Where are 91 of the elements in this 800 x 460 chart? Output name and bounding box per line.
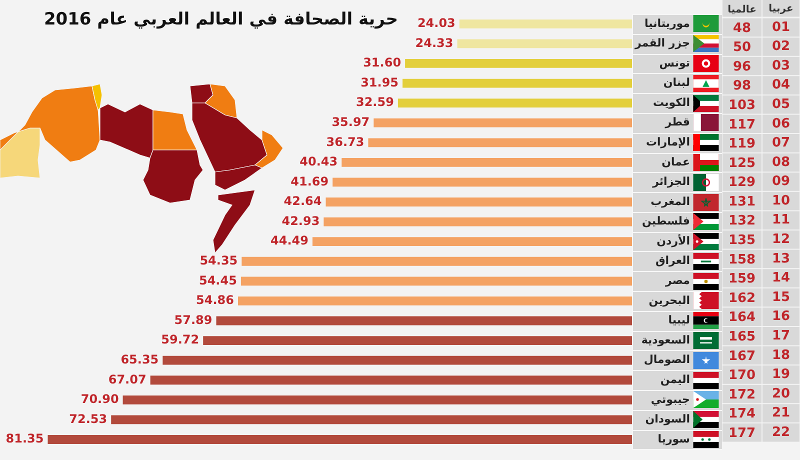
y-tick-label: 12 <box>772 232 790 248</box>
y-tick-label: الكويت <box>653 96 690 109</box>
y-tick-label: جزر القمر <box>634 36 690 50</box>
y-tick-label: العراق <box>655 254 690 268</box>
y-tick-label: 02 <box>772 39 790 54</box>
data-label: 70.90 <box>80 392 119 406</box>
data-label: 57.89 <box>174 312 212 327</box>
data-label: 125 <box>728 156 756 171</box>
data-label: 174 <box>728 406 756 422</box>
data-label: 158 <box>728 252 756 268</box>
data-label: 35.97 <box>332 114 370 129</box>
data-label: 42.93 <box>282 214 320 228</box>
y-tick-label: فلسطين <box>642 214 690 228</box>
data-label: 131 <box>728 194 756 210</box>
y-axis-title: عربيا <box>768 3 794 14</box>
y-tick-label: 18 <box>772 348 790 363</box>
data-label: 36.73 <box>326 134 364 149</box>
y-tick-label: 10 <box>772 193 790 208</box>
data-label: 162 <box>728 290 756 306</box>
y-tick-label: سوريا <box>658 432 690 446</box>
y-tick-label: 19 <box>772 367 790 382</box>
data-label: 41.69 <box>290 174 329 188</box>
y-tick-label: مصر <box>664 274 690 288</box>
data-label: 117 <box>728 117 756 132</box>
y-tick-label: 17 <box>772 328 790 344</box>
y-tick-label: 07 <box>772 136 790 151</box>
data-label: 44.49 <box>270 234 308 248</box>
data-label: 40.43 <box>300 154 338 169</box>
data-label: 48 <box>732 20 752 36</box>
data-label: 59.72 <box>161 332 200 347</box>
data-label: 31.60 <box>363 56 402 70</box>
y-tick-label: المغرب <box>650 194 690 208</box>
data-label: 54.86 <box>196 293 234 308</box>
y-tick-label: 06 <box>772 116 790 132</box>
data-label: 50 <box>732 40 752 56</box>
data-label: 98 <box>732 78 752 94</box>
y-tick-label: 09 <box>772 174 790 190</box>
y-tick-label: 08 <box>772 154 790 170</box>
y-tick-label: موريتانيا <box>644 16 690 30</box>
y-tick-label: اليمن <box>660 372 690 386</box>
data-label: 72.53 <box>69 412 108 426</box>
y-tick-label: الجزائر <box>652 175 690 188</box>
data-label: 24.33 <box>415 36 454 50</box>
chart-title: حرية الصحافة في العالم العربي عام 2016 <box>44 9 398 30</box>
data-label: 54.45 <box>198 273 237 288</box>
data-label: 159 <box>728 272 756 287</box>
y-tick-label: 21 <box>772 406 790 421</box>
data-label: 165 <box>728 329 756 344</box>
y-tick-label: 16 <box>772 309 790 324</box>
y-tick-label: جيبوتي <box>650 392 690 406</box>
data-label: 129 <box>728 175 756 190</box>
data-label: 31.95 <box>360 75 399 90</box>
data-label: 81.35 <box>6 432 44 446</box>
y-tick-label: لبنان <box>663 76 690 90</box>
y-tick-label: 13 <box>772 251 790 266</box>
y-tick-label: الأردن <box>656 233 690 248</box>
data-label: 177 <box>728 426 756 441</box>
data-label: 135 <box>728 233 756 248</box>
data-label: 119 <box>728 136 756 152</box>
data-label: 172 <box>728 387 756 402</box>
data-label: 42.64 <box>284 194 322 208</box>
y-tick-label: السودان <box>645 412 690 426</box>
data-label: 170 <box>728 368 756 384</box>
data-label: 32.59 <box>356 95 394 110</box>
y-tick-label: 22 <box>772 424 790 440</box>
data-label: 103 <box>728 98 756 113</box>
y-tick-label: الإمارات <box>646 136 690 148</box>
y-tick-label: 15 <box>772 290 790 305</box>
y-tick-label: 05 <box>772 96 790 112</box>
y-tick-label: 03 <box>772 58 790 74</box>
y-tick-label: 01 <box>772 20 790 35</box>
y-tick-label: تونس <box>659 56 690 70</box>
y-tick-label: ليبيا <box>668 314 690 327</box>
y-tick-label: 20 <box>772 386 790 402</box>
y-tick-label: عمان <box>662 155 690 168</box>
data-label: 67.07 <box>108 372 146 386</box>
y-tick-label: السعودية <box>641 333 690 346</box>
y-tick-label: البحرين <box>648 294 690 307</box>
data-label: 132 <box>728 214 756 229</box>
x-tick-label: عالميا <box>728 4 756 16</box>
data-label: 96 <box>732 59 752 74</box>
y-tick-label: 04 <box>772 78 790 93</box>
y-tick-label: 11 <box>772 212 790 228</box>
data-label: 24.03 <box>417 16 456 30</box>
data-label: 167 <box>728 348 756 364</box>
data-label: 164 <box>728 310 756 326</box>
y-tick-label: قطر <box>664 116 690 129</box>
y-tick-label: 14 <box>772 270 790 286</box>
y-tick-label: الصومال <box>644 353 690 366</box>
data-label: 54.35 <box>200 254 238 268</box>
data-label: 65.35 <box>120 352 159 366</box>
